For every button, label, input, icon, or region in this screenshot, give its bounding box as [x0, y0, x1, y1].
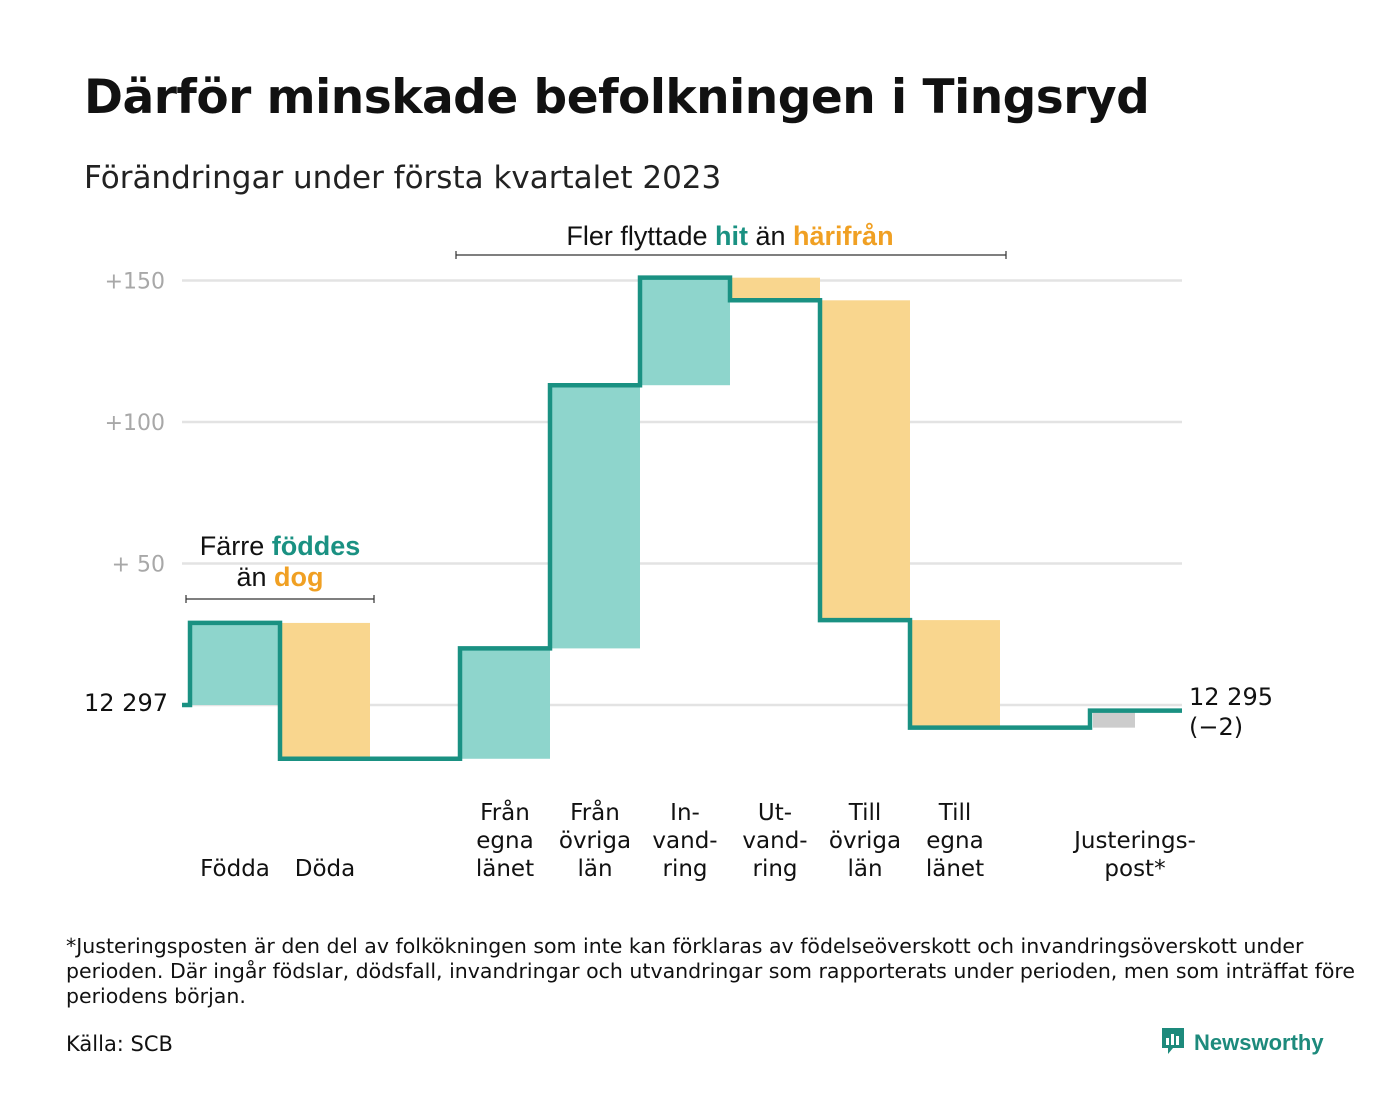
- svg-text:Färre föddes: Färre föddes: [200, 531, 361, 561]
- newsworthy-brand[interactable]: Newsworthy: [1160, 1026, 1324, 1060]
- x-label-0-2: Födda: [200, 856, 270, 882]
- bar-4: [550, 385, 640, 649]
- x-label-6-2: ring: [752, 856, 797, 882]
- newsworthy-name: Newsworthy: [1194, 1030, 1324, 1055]
- svg-text:Fler flyttade hit än härifrån: Fler flyttade hit än härifrån: [566, 221, 893, 251]
- newsworthy-logo-icon: [1160, 1026, 1186, 1060]
- moves-annotation-than: än: [748, 221, 793, 251]
- x-label-5-0: In-: [670, 800, 700, 826]
- x-label-5-2: ring: [662, 856, 707, 882]
- x-label-10-2: post*: [1104, 856, 1165, 882]
- y-axis-ticks: +150 +100 + 50: [105, 270, 165, 578]
- waterfall-chart: +150+100+ 50 Födda DödaFrånegnalänetFrånö…: [84, 221, 1273, 882]
- x-axis-labels: Födda DödaFrånegnalänetFrånövrigalänIn-va…: [200, 798, 1196, 882]
- y-tick-label-0: +150: [105, 270, 165, 295]
- bar-0: [190, 622, 280, 705]
- x-label-4-2: län: [577, 856, 612, 882]
- end-change-label: (−2): [1189, 713, 1243, 741]
- births-annotation-died: dog: [274, 562, 323, 592]
- bar-1: [280, 622, 370, 759]
- x-label-7-0: Till: [848, 800, 882, 826]
- chart-title: Därför minskade befolkningen i Tingsryd: [84, 70, 1150, 125]
- births-annotation-born: föddes: [272, 531, 361, 561]
- x-label-5-1: vand-: [652, 828, 717, 854]
- x-label-8-0: Till: [938, 800, 972, 826]
- x-label-8-1: egna: [926, 828, 983, 854]
- x-label-10-1: Justerings-: [1072, 828, 1196, 854]
- chart-subtitle: Förändringar under första kvartalet 2023: [84, 160, 722, 196]
- y-tick-label-1: +100: [105, 411, 165, 436]
- births-annotation-bracket: [185, 595, 375, 603]
- moves-annotation-here: hit: [715, 221, 748, 251]
- x-label-8-2: länet: [926, 856, 984, 882]
- svg-text:än dog: än dog: [236, 562, 323, 592]
- x-label-7-2: län: [847, 856, 882, 882]
- x-label-4-0: Från: [570, 798, 620, 826]
- cumulative-step-line: [182, 275, 1182, 762]
- footnote: *Justeringsposten är den del av folkökni…: [66, 934, 1355, 1008]
- moves-annotation-pre: Fler flyttade: [566, 221, 715, 251]
- bars: [190, 277, 1135, 759]
- source-label: Källa: SCB: [66, 1032, 173, 1056]
- x-label-3-2: länet: [476, 856, 534, 882]
- moves-annotation-away: härifrån: [793, 221, 894, 251]
- bar-8: [910, 620, 1000, 728]
- bar-7: [820, 300, 910, 621]
- y-tick-label-2: + 50: [112, 553, 165, 578]
- x-label-6-0: Ut-: [758, 800, 792, 826]
- bar-10: [1093, 710, 1135, 728]
- bar-3: [460, 648, 550, 759]
- bar-6: [730, 277, 820, 301]
- start-value-label: 12 297: [84, 689, 168, 717]
- births-annotation-than: än: [236, 562, 274, 592]
- end-value-label: 12 295: [1189, 683, 1273, 711]
- x-label-4-1: övriga: [559, 828, 631, 854]
- bar-5: [640, 277, 730, 386]
- x-label-3-0: Från: [480, 798, 530, 826]
- x-label-3-1: egna: [476, 828, 533, 854]
- moves-annotation: Fler flyttade hit än härifrån: [455, 221, 1007, 259]
- births-annotation-pre: Färre: [200, 531, 272, 561]
- x-label-1-2: Döda: [295, 856, 355, 882]
- x-label-6-1: vand-: [742, 828, 807, 854]
- x-label-7-1: övriga: [829, 828, 901, 854]
- births-annotation: Färre föddes än dog: [185, 531, 375, 603]
- moves-annotation-bracket: [455, 251, 1007, 259]
